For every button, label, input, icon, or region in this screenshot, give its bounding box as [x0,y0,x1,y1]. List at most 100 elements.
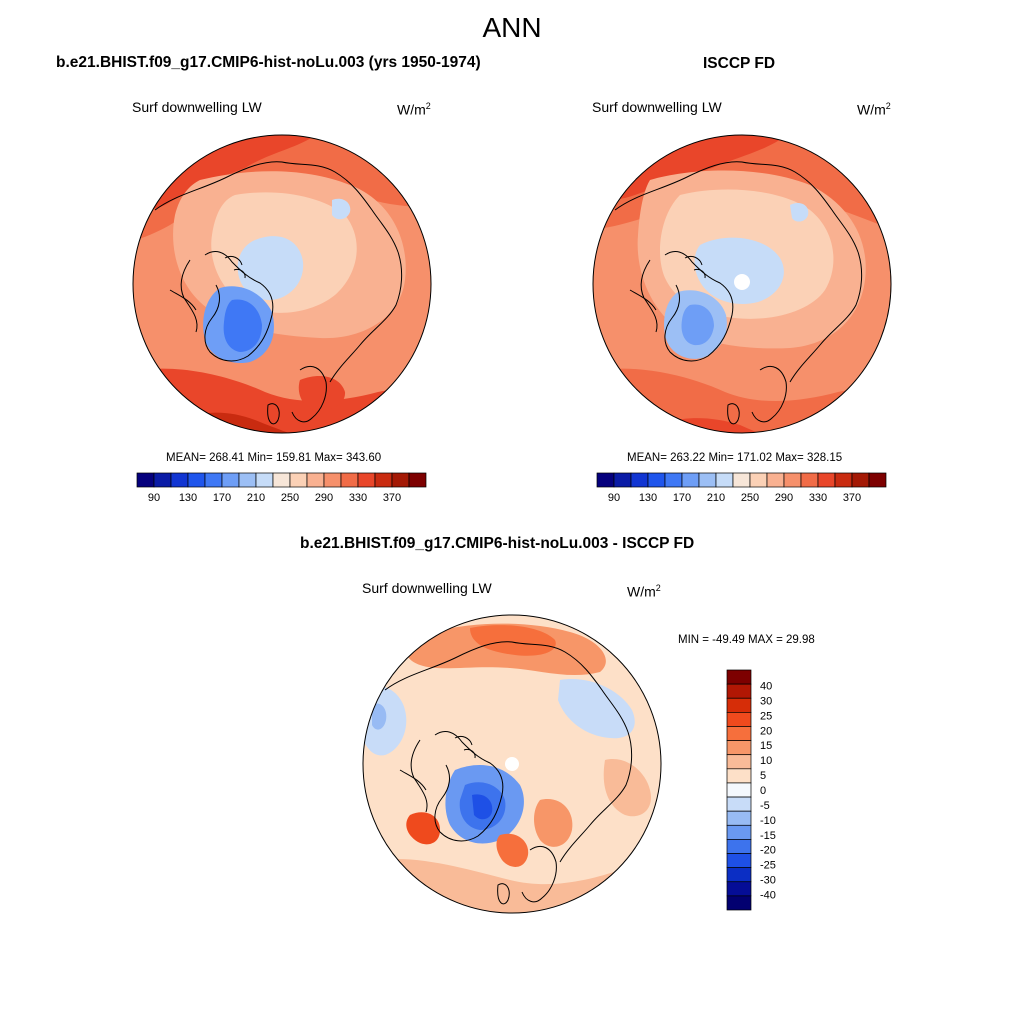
diff-colorbar: 40 30 25 20 15 10 5 0 -5 -10 -15 -20 -25 -30 -40 [726,669,776,911]
diff-polar-map [363,615,661,913]
obs-colorbar-box [783,472,802,488]
obs-colorbar-tick-label: 370 [843,492,861,504]
diff-colorbar-box [726,697,752,713]
diff-colorbar-box [726,881,752,897]
model-colorbar-tick-label: 290 [315,492,333,504]
obs-colorbar-box [715,472,734,488]
model-colorbar-tick-label: 250 [281,492,299,504]
diff-colorbar-tick-label: 30 [760,695,772,707]
model-colorbar-box [374,472,393,488]
diff-colorbar-tick-label: 15 [760,740,772,752]
obs-colorbar-box [834,472,853,488]
obs-panel-title: ISCCP FD [703,55,776,72]
diff-units-exp: 2 [655,583,661,593]
obs-units-base: W/m [857,101,886,118]
diff-colorbar-box [726,796,752,812]
obs-colorbar-box [613,472,632,488]
obs-colorbar-box [681,472,700,488]
model-colorbar-box [187,472,206,488]
diff-colorbar-box [726,782,752,798]
model-polar-map [133,135,431,433]
model-colorbar-box [340,472,359,488]
obs-units-exp: 2 [885,101,891,111]
model-stats: MEAN= 268.41 Min= 159.81 Max= 343.60 [166,452,382,464]
model-colorbar-tick-label: 130 [179,492,197,504]
obs-colorbar-box [596,472,615,488]
model-colorbar-box [136,472,155,488]
model-colorbar-box [272,472,291,488]
obs-colorbar-box [817,472,836,488]
obs-colorbar-box [698,472,717,488]
model-colorbar-box [221,472,240,488]
model-variable-label: Surf downwelling LW [132,99,262,115]
diff-colorbar-box [726,683,752,699]
model-colorbar-box [408,472,427,488]
diff-colorbar-tick-label: -40 [760,889,776,901]
diff-colorbar-tick-label: 40 [760,681,772,693]
diff-colorbar-box [726,726,752,741]
model-colorbar-tick-label: 330 [349,492,367,504]
obs-colorbar-box [664,472,683,488]
diff-colorbar-box [726,895,752,911]
obs-polar-map [593,135,891,433]
model-colorbar-box [153,472,172,488]
model-units-base: W/m [397,101,426,118]
figure-title: ANN [482,12,542,43]
diff-colorbar-box [726,824,752,840]
model-units-exp: 2 [425,101,431,111]
model-units-label: W/m2 [397,101,431,118]
obs-colorbar-tick-label: 210 [707,492,725,504]
obs-colorbar-box [749,472,768,488]
diff-colorbar-box [726,669,752,685]
model-colorbar-box [357,472,376,488]
obs-units-label: W/m2 [857,101,891,118]
obs-colorbar-tick-label: 90 [608,492,620,504]
obs-colorbar-tick-label: 330 [809,492,827,504]
diff-map-border [362,614,662,914]
diff-colorbar-box [726,853,752,868]
diff-variable-label: Surf downwelling LW [362,580,492,596]
diff-units-label: W/m2 [627,583,661,600]
model-colorbar-box [306,472,325,488]
obs-colorbar-tick-label: 290 [775,492,793,504]
diff-colorbar-tick-label: -20 [760,845,776,857]
diff-colorbar-box [726,768,752,784]
obs-colorbar-tick-label: 130 [639,492,657,504]
obs-colorbar-tick-label: 170 [673,492,691,504]
obs-colorbar: 90 130 170 210 250 290 330 370 [596,472,887,504]
diff-colorbar-tick-label: 5 [760,770,766,782]
model-colorbar-box [255,472,274,488]
diff-colorbar-tick-label: -30 [760,875,776,887]
obs-colorbar-box [630,472,649,488]
obs-colorbar-box [868,472,887,488]
model-colorbar-box [204,472,223,488]
obs-colorbar-box [800,472,819,488]
obs-colorbar-box [766,472,785,488]
model-colorbar: 90 130 170 210 250 290 330 370 [136,472,427,504]
model-colorbar-box [289,472,308,488]
diff-colorbar-tick-label: -5 [760,800,770,812]
diff-units-base: W/m [627,583,656,600]
diff-colorbar-tick-label: -15 [760,830,776,842]
model-colorbar-tick-label: 170 [213,492,231,504]
obs-variable-label: Surf downwelling LW [592,99,722,115]
obs-colorbar-tick-label: 250 [741,492,759,504]
diff-colorbar-box [726,740,752,756]
model-colorbar-tick-label: 210 [247,492,265,504]
model-colorbar-box [323,472,342,488]
diff-colorbar-box [726,712,752,727]
obs-map-border [592,134,892,434]
obs-colorbar-box [647,472,666,488]
diff-panel-title: b.e21.BHIST.f09_g17.CMIP6-hist-noLu.003 … [300,535,695,552]
model-colorbar-tick-label: 90 [148,492,160,504]
diff-colorbar-tick-label: -10 [760,815,776,827]
diff-colorbar-box [726,754,752,770]
model-colorbar-box [238,472,257,488]
diff-colorbar-tick-label: 20 [760,725,772,737]
obs-stats: MEAN= 263.22 Min= 171.02 Max= 328.15 [627,452,843,464]
obs-colorbar-box [732,472,751,488]
model-colorbar-box [391,472,410,488]
diff-colorbar-tick-label: 10 [760,755,772,767]
model-colorbar-box [170,472,189,488]
